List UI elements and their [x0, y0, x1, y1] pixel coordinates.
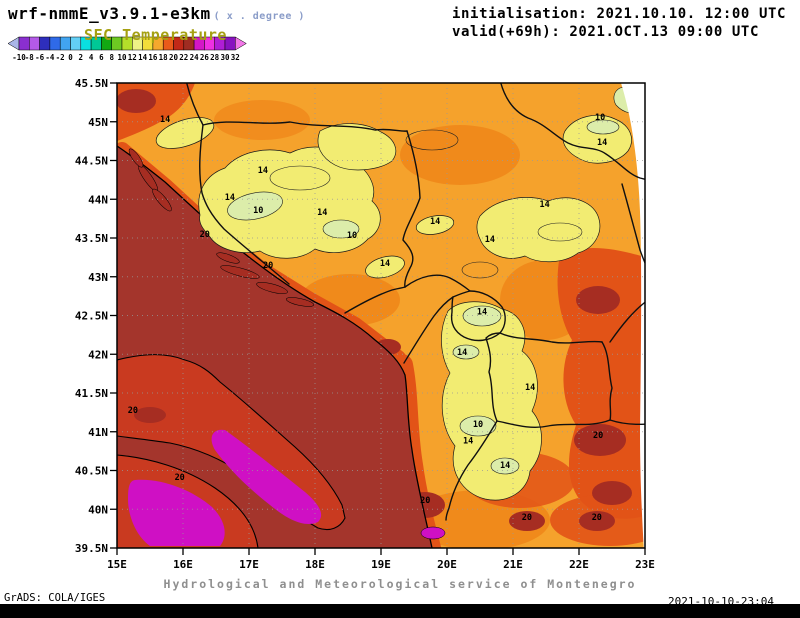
contour-label: 14	[540, 200, 550, 210]
colorbar-tick-label: 8	[109, 53, 114, 62]
colorbar-segment	[59, 36, 71, 51]
lat-tick-label: 40.5N	[75, 465, 108, 478]
lon-tick-label: 17E	[239, 558, 259, 571]
colorbar-tick-label: 32	[231, 53, 240, 62]
lat-tick-label: 41.5N	[75, 387, 108, 400]
lat-tick-label: 45.5N	[75, 77, 108, 90]
contour-label: 20	[175, 473, 185, 483]
colorbar-tick-label: 16	[148, 53, 158, 62]
colorbar-tick-label: 30	[220, 53, 230, 62]
contour-label: 14	[485, 235, 495, 245]
lat-tick-label: 39.5N	[75, 542, 108, 555]
model-units-note: ( x . degree )	[213, 11, 305, 22]
lon-tick-label: 20E	[437, 558, 457, 571]
contour-label: 14	[225, 193, 235, 203]
axes: 45.5N 45N 44.5N 44N 43.5N 43N 42.5N 42N 41.5N 41N…	[75, 77, 655, 571]
grads-credit: GrADS: COLA/IGES	[4, 592, 106, 604]
contour-label: 14	[457, 348, 467, 358]
model-name: wrf-nmmE_v3.9.1-e3km	[8, 4, 211, 23]
contour-label: 10	[595, 113, 605, 123]
contour-label: 20	[593, 431, 603, 441]
colorbar: -10 -8 -6 -4 -2 0 2 4 6 8 10 12 14 16 18 20 22 24 26 28 30 32	[7, 36, 247, 62]
colorbar-tick-label: -4	[45, 53, 55, 62]
contour-label: 14	[525, 383, 535, 393]
italy-landmass	[117, 354, 446, 548]
contour-label: 10	[347, 231, 357, 241]
contour-label: 20	[128, 406, 138, 416]
lat-tick-label: 42.5N	[75, 310, 108, 323]
contour-label: 14	[500, 461, 510, 471]
contour-label: 20	[592, 513, 602, 523]
colorbar-tick-label: -2	[56, 53, 65, 62]
colorbar-segment	[70, 36, 82, 51]
colorbar-arrow-left	[7, 36, 20, 51]
lon-tick-label: 22E	[569, 558, 589, 571]
country-borders	[186, 83, 645, 521]
colorbar-tick-label: 4	[89, 53, 94, 62]
bottom-bar	[0, 604, 800, 618]
contour-label: 14	[430, 217, 440, 227]
islands	[128, 148, 314, 307]
colorbar-tick-label: 28	[210, 53, 220, 62]
contour-label: 20	[263, 261, 273, 271]
colorbar-tick-label: 18	[159, 53, 169, 62]
lat-tick-label: 43.5N	[75, 232, 108, 245]
model-title: wrf-nmmE_v3.9.1-e3km( x . degree )	[8, 4, 305, 23]
lon-tick-label: 16E	[173, 558, 193, 571]
lon-tick-label: 21E	[503, 558, 523, 571]
lat-tick-label: 40N	[88, 503, 108, 516]
colorbar-tick-label: -6	[35, 53, 45, 62]
coastline	[117, 145, 433, 548]
lat-tick-label: 42N	[88, 348, 108, 361]
colorbar-tick-label: 10	[117, 53, 127, 62]
contour-label: 14	[597, 138, 607, 148]
contour-label: 10	[253, 206, 263, 216]
contour-label: 20	[200, 230, 210, 240]
colorbar-tick-label: 0	[68, 53, 73, 62]
lat-tick-label: 45N	[88, 116, 108, 129]
colorbar-tick-label: 14	[138, 53, 148, 62]
contour-label: 14	[463, 436, 473, 446]
colorbar-tick-label: 26	[200, 53, 210, 62]
valid-time-label: valid(+69h): 2021.OCT.13 09:00 UTC	[452, 24, 759, 40]
lat-tick-label: 44N	[88, 193, 108, 206]
colorbar-tick-label: 12	[128, 53, 137, 62]
contour-label: 14	[380, 259, 390, 269]
contour-label: 10	[473, 420, 483, 430]
colorbar-tick-label: 2	[79, 53, 84, 62]
lon-tick-label: 19E	[371, 558, 391, 571]
init-time-label: initialisation: 2021.10.10. 12:00 UTC	[452, 6, 787, 22]
colorbar-segment	[49, 36, 61, 51]
colorbar-segment	[18, 36, 30, 51]
contour-label: 20	[522, 513, 532, 523]
contour-label: 20	[420, 496, 430, 506]
colorbar-tick-label: -10	[12, 53, 26, 62]
model-domain-edge	[620, 83, 645, 548]
cool-yellow-patches	[155, 86, 645, 501]
lon-tick-label: 23E	[635, 558, 655, 571]
colorbar-tick-label: 22	[179, 53, 188, 62]
field-label: SFC Temperature	[84, 26, 227, 44]
colorbar-tick-label: 6	[99, 53, 104, 62]
lat-tick-label: 44.5N	[75, 155, 108, 168]
colorbar-tick-label: 20	[169, 53, 179, 62]
colorbar-segment	[29, 36, 40, 51]
contour-label: 14	[317, 208, 327, 218]
contour-label: 14	[258, 166, 268, 176]
contour-label: 14	[477, 308, 487, 318]
lat-tick-label: 43N	[88, 271, 108, 284]
service-caption: Hydrological and Meteorological service …	[163, 577, 637, 591]
lon-tick-label: 15E	[107, 558, 127, 571]
lon-tick-label: 18E	[305, 558, 325, 571]
lat-tick-label: 41N	[88, 426, 108, 439]
colorbar-tick-label: -8	[25, 53, 35, 62]
colorbar-tick-label: 24	[190, 53, 200, 62]
colorbar-arrow-right	[235, 36, 247, 51]
contour-label: 14	[160, 115, 170, 125]
colorbar-segment	[39, 36, 51, 51]
